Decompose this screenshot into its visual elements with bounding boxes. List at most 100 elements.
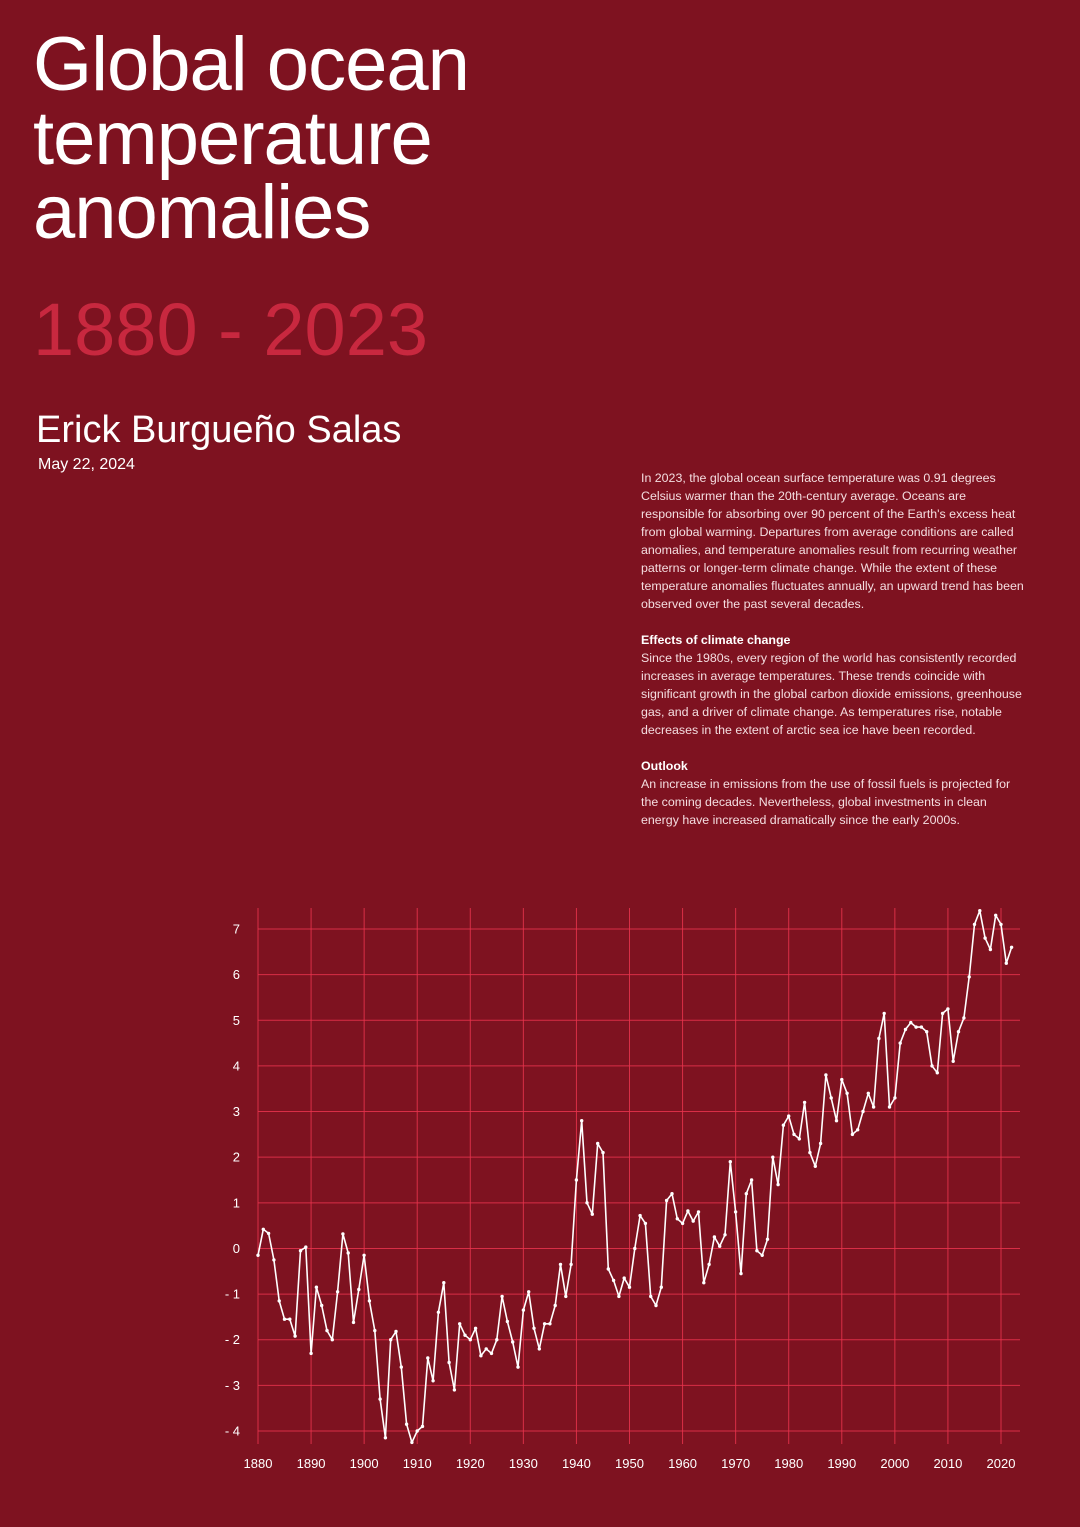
x-tick-label-1960: 1960	[668, 1456, 697, 1471]
data-point-1946	[606, 1267, 610, 1271]
data-point-1925	[495, 1338, 499, 1342]
data-point-1992	[850, 1132, 855, 1137]
data-point-1985	[813, 1164, 817, 1169]
x-tick-label-1880: 1880	[244, 1456, 273, 1471]
data-point-1882	[266, 1231, 271, 1236]
y-tick-label-2: 2	[233, 1150, 240, 1165]
data-point-1930	[521, 1308, 526, 1312]
data-point-1991	[845, 1091, 849, 1096]
data-point-1986	[818, 1141, 823, 1146]
data-point-1962	[691, 1219, 695, 1223]
data-point-1993	[856, 1128, 860, 1132]
data-point-2000	[893, 1096, 897, 1100]
data-point-1977	[771, 1155, 775, 1159]
y-tick-label-6: 6	[233, 967, 240, 982]
y-tick-label--3: - 3	[225, 1378, 240, 1393]
x-tick-label-1930: 1930	[509, 1456, 538, 1471]
data-point-2022	[1009, 945, 1014, 949]
data-point-2001	[898, 1041, 902, 1045]
data-point-1904	[383, 1436, 388, 1440]
data-point-1994	[861, 1109, 865, 1114]
data-point-1989	[834, 1119, 839, 1123]
data-point-1909	[410, 1440, 414, 1445]
data-point-1957	[664, 1198, 669, 1203]
x-tick-label-2010: 2010	[933, 1456, 962, 1471]
title-line-1: Global ocean	[33, 22, 470, 107]
data-point-1961	[686, 1209, 690, 1213]
x-tick-label-1970: 1970	[721, 1456, 750, 1471]
x-tick-label-1900: 1900	[350, 1456, 379, 1471]
data-point-1933	[537, 1347, 541, 1351]
data-point-1898	[351, 1320, 356, 1325]
data-point-1880	[256, 1253, 260, 1258]
y-tick-label--4: - 4	[225, 1424, 240, 1439]
x-tick-label-1980: 1980	[774, 1456, 803, 1471]
y-tick-label-0: 0	[233, 1241, 240, 1256]
data-point-1964	[702, 1281, 706, 1285]
y-tick-label--2: - 2	[225, 1332, 240, 1347]
data-point-1967	[718, 1244, 722, 1248]
data-point-1979	[781, 1123, 786, 1127]
data-point-1987	[824, 1073, 828, 1077]
data-point-1927	[505, 1319, 510, 1324]
data-point-1897	[346, 1251, 350, 1255]
data-point-1903	[378, 1397, 382, 1401]
data-point-1981	[792, 1132, 796, 1137]
data-point-1931	[527, 1290, 531, 1294]
data-point-2021	[1004, 961, 1008, 965]
y-tick-label--1: - 1	[225, 1287, 240, 1302]
data-point-1996	[871, 1105, 876, 1109]
data-point-1907	[399, 1365, 403, 1369]
data-point-1889	[304, 1245, 308, 1249]
data-point-1938	[564, 1294, 568, 1299]
data-point-1912	[426, 1356, 430, 1360]
data-point-1892	[320, 1303, 324, 1308]
data-point-1924	[489, 1351, 494, 1356]
data-point-2005	[919, 1025, 924, 1029]
data-point-1990	[840, 1077, 844, 1082]
section-body-outlook: An increase in emissions from the use of…	[641, 777, 1011, 827]
data-point-1928	[511, 1340, 515, 1344]
data-point-2014	[967, 975, 971, 979]
data-point-1926	[500, 1294, 504, 1299]
data-point-1942	[585, 1201, 589, 1205]
data-point-1890	[309, 1351, 313, 1356]
x-tick-label-1950: 1950	[615, 1456, 644, 1471]
data-point-2010	[946, 1007, 950, 1011]
data-point-1954	[649, 1294, 653, 1299]
y-tick-label-3: 3	[233, 1104, 240, 1119]
x-tick-label-1910: 1910	[403, 1456, 432, 1471]
data-point-1973	[749, 1178, 754, 1182]
data-point-1914	[436, 1310, 441, 1315]
data-point-1917	[452, 1388, 457, 1392]
data-point-2020	[999, 922, 1003, 927]
data-point-1893	[325, 1328, 329, 1333]
x-tick-label-1890: 1890	[297, 1456, 326, 1471]
data-point-1941	[580, 1119, 584, 1123]
section-body-effects: Since the 1980s, every region of the wor…	[641, 651, 1022, 737]
data-point-1937	[558, 1262, 563, 1267]
y-tick-label-4: 4	[233, 1058, 240, 1073]
data-point-1978	[776, 1182, 780, 1187]
chart-tick-labels: 1880 1890 1900 1910 1920 1930 1940 1950 1960 1970…	[225, 922, 1016, 1472]
data-point-1913	[431, 1379, 435, 1383]
data-point-1959	[675, 1217, 679, 1221]
data-point-1940	[574, 1178, 579, 1182]
data-point-1939	[569, 1262, 573, 1267]
data-point-1997	[877, 1036, 881, 1041]
data-point-1984	[808, 1150, 812, 1155]
y-tick-label-1: 1	[233, 1195, 240, 1210]
data-point-1965	[707, 1262, 711, 1267]
data-point-1952	[638, 1213, 642, 1218]
data-point-2019	[994, 913, 998, 917]
data-point-1953	[643, 1221, 648, 1226]
x-tick-label-2000: 2000	[880, 1456, 909, 1471]
publish-date: May 22, 2024	[38, 456, 135, 473]
data-point-1908	[404, 1422, 409, 1426]
data-point-2013	[962, 1016, 966, 1020]
data-point-1972	[744, 1192, 748, 1196]
data-point-1888	[298, 1249, 303, 1253]
data-point-1891	[314, 1285, 319, 1289]
data-point-1974	[755, 1249, 759, 1253]
author-name: Erick Burgueño Salas	[36, 409, 402, 451]
